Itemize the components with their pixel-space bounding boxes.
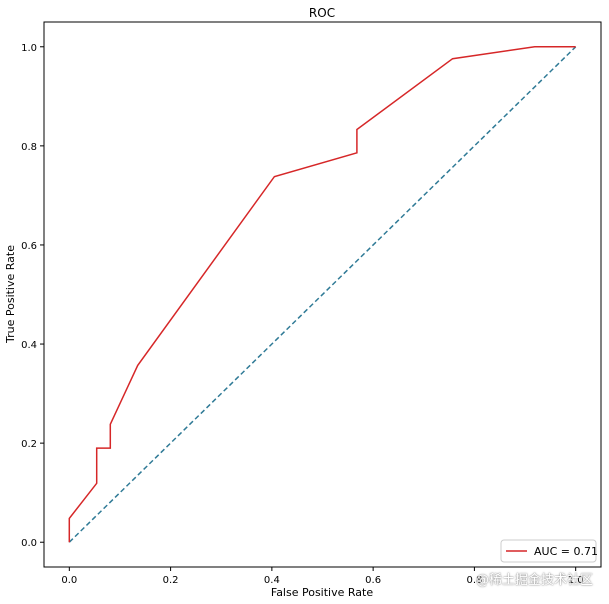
legend: AUC = 0.71 — [500, 539, 598, 563]
y-tick-label: 0.6 — [21, 241, 37, 252]
roc-curve — [68, 46, 576, 543]
plot-frame — [43, 21, 602, 568]
y-axis-ticks: 0.0 0.2 0.4 0.6 0.8 1.0 — [21, 43, 44, 549]
legend-box — [500, 539, 597, 563]
x-axis-label: False Positive Rate — [271, 586, 373, 599]
watermark: @稀土掘金技术社区 — [475, 573, 593, 588]
legend-label-auc: AUC = 0.71 — [534, 545, 598, 558]
y-tick-label: 0.8 — [21, 142, 37, 153]
y-tick-label: 1.0 — [21, 43, 37, 54]
x-tick-label: 0.0 — [61, 575, 77, 586]
x-tick-label: 0.4 — [264, 575, 280, 586]
chance-diagonal-line — [68, 46, 577, 543]
x-tick-label: 0.8 — [466, 575, 482, 586]
x-tick-label: 0.2 — [163, 575, 179, 586]
series-layer — [68, 46, 577, 543]
y-axis-label: True Positive Rate — [4, 245, 17, 344]
y-tick-label: 0.4 — [21, 340, 37, 351]
chart-title: ROC — [309, 6, 335, 20]
y-tick-label: 0.0 — [21, 538, 37, 549]
plot-area: 0.0 0.2 0.4 0.6 0.8 1.0 0.0 0.2 0.4 0.6 0.8 1.0 — [21, 21, 602, 586]
x-tick-label: 1.0 — [568, 575, 584, 586]
x-axis-ticks: 0.0 0.2 0.4 0.6 0.8 1.0 — [61, 567, 584, 586]
y-tick-label: 0.2 — [21, 439, 37, 450]
x-tick-label: 0.6 — [365, 575, 381, 586]
